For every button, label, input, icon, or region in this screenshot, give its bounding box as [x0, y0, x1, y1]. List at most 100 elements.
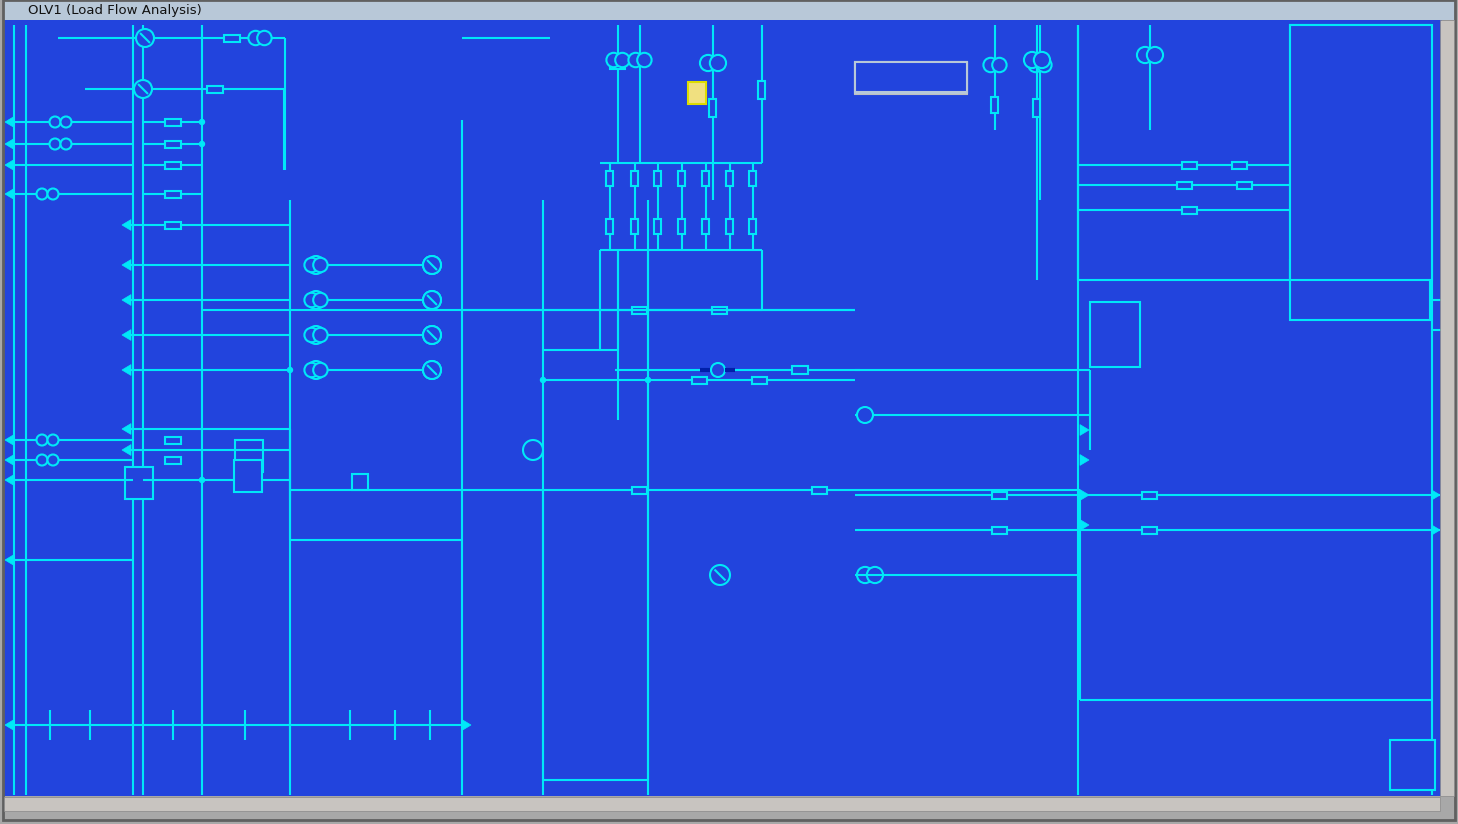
Polygon shape: [1080, 520, 1089, 531]
Circle shape: [305, 293, 319, 307]
Circle shape: [313, 363, 328, 377]
Bar: [1143, 527, 1158, 533]
Bar: [125, 467, 153, 499]
Bar: [703, 171, 710, 185]
Bar: [812, 486, 828, 494]
Circle shape: [700, 55, 716, 71]
Circle shape: [1147, 47, 1163, 63]
Circle shape: [993, 58, 1006, 73]
Circle shape: [541, 377, 545, 382]
Bar: [854, 62, 967, 92]
Polygon shape: [1432, 525, 1441, 535]
Text: OLV1 (Load Flow Analysis): OLV1 (Load Flow Analysis): [28, 3, 201, 16]
Bar: [749, 171, 757, 185]
Circle shape: [607, 53, 621, 68]
Circle shape: [48, 455, 58, 466]
Polygon shape: [4, 455, 15, 466]
Circle shape: [857, 407, 873, 423]
Circle shape: [313, 258, 328, 272]
Circle shape: [423, 326, 440, 344]
Bar: [225, 35, 241, 41]
Bar: [165, 456, 181, 464]
Bar: [165, 119, 181, 125]
Bar: [993, 491, 1007, 499]
Bar: [678, 171, 685, 185]
Circle shape: [857, 567, 873, 583]
Bar: [1238, 181, 1252, 189]
Circle shape: [423, 326, 440, 344]
Bar: [693, 377, 707, 383]
Circle shape: [60, 116, 71, 128]
Bar: [165, 437, 181, 443]
Bar: [351, 474, 367, 490]
Bar: [165, 141, 181, 147]
Circle shape: [50, 116, 60, 128]
Circle shape: [48, 189, 58, 199]
Circle shape: [308, 361, 325, 379]
Circle shape: [36, 455, 48, 466]
Circle shape: [646, 377, 650, 382]
Polygon shape: [1080, 424, 1089, 435]
Polygon shape: [462, 719, 471, 730]
Circle shape: [287, 368, 293, 372]
Circle shape: [710, 565, 730, 585]
Bar: [1178, 181, 1193, 189]
Bar: [1432, 300, 1448, 330]
Circle shape: [305, 258, 319, 272]
Bar: [1290, 260, 1430, 320]
Circle shape: [423, 291, 440, 309]
Bar: [710, 99, 716, 117]
Bar: [1232, 162, 1248, 168]
Bar: [633, 486, 647, 494]
Circle shape: [1034, 52, 1050, 68]
Polygon shape: [122, 424, 131, 434]
Polygon shape: [122, 445, 131, 456]
Circle shape: [48, 434, 58, 446]
Circle shape: [712, 363, 725, 377]
Circle shape: [868, 567, 884, 583]
Polygon shape: [4, 138, 15, 149]
Circle shape: [313, 328, 328, 342]
Circle shape: [423, 256, 440, 274]
Circle shape: [305, 363, 319, 377]
Bar: [4, 797, 1441, 811]
Circle shape: [423, 361, 440, 379]
Circle shape: [423, 361, 440, 379]
Circle shape: [36, 434, 48, 446]
Polygon shape: [122, 330, 131, 340]
Bar: [991, 97, 999, 113]
Circle shape: [248, 30, 262, 45]
Bar: [678, 219, 685, 234]
Bar: [1182, 162, 1197, 168]
Circle shape: [615, 53, 630, 68]
Circle shape: [136, 29, 155, 47]
Circle shape: [983, 58, 997, 73]
Bar: [3, 0, 1455, 20]
Circle shape: [200, 477, 204, 483]
Circle shape: [308, 256, 325, 274]
Circle shape: [1137, 47, 1153, 63]
Circle shape: [313, 293, 328, 307]
Circle shape: [305, 328, 319, 342]
Bar: [1290, 25, 1430, 280]
Bar: [1290, 25, 1432, 280]
Bar: [233, 460, 262, 492]
Bar: [1091, 302, 1140, 367]
Bar: [688, 82, 706, 104]
Polygon shape: [4, 434, 15, 446]
Bar: [792, 366, 808, 374]
Polygon shape: [4, 117, 15, 128]
Polygon shape: [1080, 489, 1089, 500]
Bar: [607, 171, 614, 185]
Circle shape: [423, 256, 440, 274]
Bar: [752, 377, 767, 383]
Bar: [726, 171, 733, 185]
Circle shape: [36, 189, 48, 199]
Bar: [235, 440, 262, 472]
Bar: [854, 63, 967, 93]
Bar: [1182, 207, 1197, 213]
Bar: [758, 81, 765, 99]
Circle shape: [423, 291, 440, 309]
Bar: [631, 171, 639, 185]
Circle shape: [60, 138, 71, 149]
